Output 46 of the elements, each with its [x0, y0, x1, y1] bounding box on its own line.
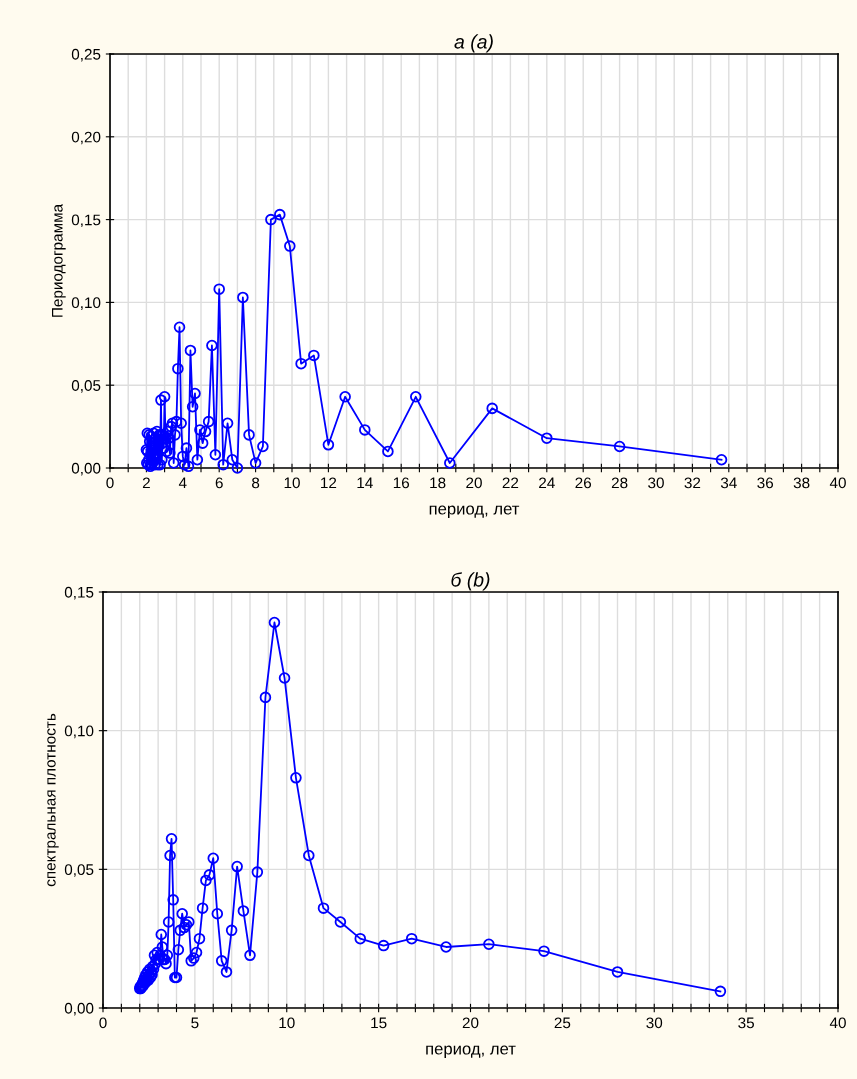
x-tick-label: 36: [757, 477, 774, 489]
x-tick-label: 10: [279, 1017, 295, 1029]
y-tick-label: 0,10: [64, 725, 94, 739]
x-tick-label: 40: [829, 477, 846, 489]
x-tick-label: 25: [554, 1017, 571, 1029]
y-tick-label: 0,15: [64, 586, 94, 600]
x-tick-label: 30: [648, 477, 664, 489]
x-tick-label: 20: [466, 477, 482, 489]
x-tick-label: 35: [738, 1017, 754, 1029]
x-tick-label: 16: [393, 477, 410, 489]
x-tick-label: 30: [646, 1017, 663, 1029]
x-tick-label: 10: [284, 477, 300, 489]
x-tick-label: 4: [178, 477, 187, 489]
y-tick-label: 0,00: [71, 462, 101, 476]
y-tick-label: 0,05: [71, 380, 101, 393]
x-tick-label: 20: [462, 1017, 479, 1029]
x-tick-label: 12: [321, 477, 337, 489]
x-tick-label: 5: [191, 1017, 199, 1029]
x-tick-label: 24: [539, 477, 555, 489]
x-tick-label: 0: [106, 477, 114, 489]
x-tick-label: 28: [611, 477, 628, 489]
x-tick-label: 6: [215, 477, 223, 489]
x-tick-label: 26: [575, 477, 592, 489]
x-tick-label: 18: [430, 477, 446, 489]
chart-title: а (a): [454, 34, 493, 53]
y-axis-title: Периодограмма: [52, 203, 66, 317]
x-axis-title: период, лет: [426, 1045, 516, 1058]
y-tick-label: 0,10: [71, 297, 101, 310]
x-tick-label: 0: [99, 1017, 107, 1029]
x-tick-label: 40: [829, 1017, 846, 1029]
chart-title: б (b): [451, 572, 490, 591]
y-tick-label: 0,00: [64, 1002, 94, 1016]
y-tick-label: 0,15: [71, 214, 101, 228]
x-tick-label: 32: [684, 477, 701, 489]
y-axis-title: спектральная плотность: [47, 713, 59, 887]
x-axis-title: период, лет: [429, 505, 520, 518]
x-tick-label: 14: [357, 477, 373, 489]
x-tick-label: 38: [793, 477, 810, 489]
y-tick-label: 0,20: [71, 131, 101, 145]
x-tick-label: 22: [502, 477, 519, 489]
x-tick-label: 15: [371, 1017, 387, 1029]
y-tick-label: 0,05: [64, 864, 94, 877]
x-tick-label: 8: [252, 477, 260, 489]
x-tick-label: 34: [720, 477, 737, 489]
y-tick-label: 0,25: [71, 48, 101, 62]
x-tick-label: 2: [142, 477, 150, 489]
